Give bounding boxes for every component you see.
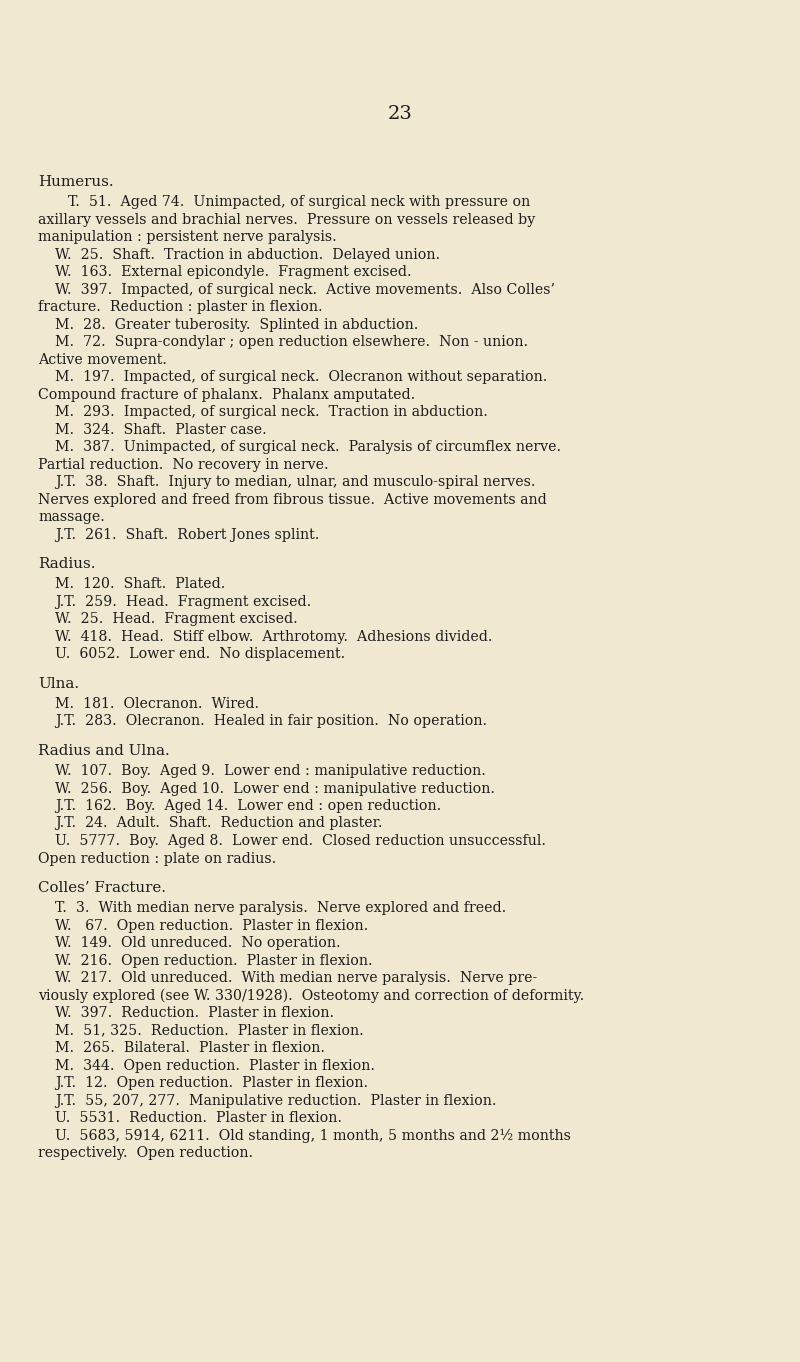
Text: W.  418.  Head.  Stiff elbow.  Arthrotomy.  Adhesions divided.: W. 418. Head. Stiff elbow. Arthrotomy. A… — [55, 629, 493, 644]
Text: M.  120.  Shaft.  Plated.: M. 120. Shaft. Plated. — [55, 577, 226, 591]
Text: M.  265.  Bilateral.  Plaster in flexion.: M. 265. Bilateral. Plaster in flexion. — [55, 1041, 325, 1056]
Text: T.  51.  Aged 74.  Unimpacted, of surgical neck with pressure on: T. 51. Aged 74. Unimpacted, of surgical … — [68, 195, 530, 210]
Text: Compound fracture of phalanx.  Phalanx amputated.: Compound fracture of phalanx. Phalanx am… — [38, 388, 415, 402]
Text: J.T.  283.  Olecranon.  Healed in fair position.  No operation.: J.T. 283. Olecranon. Healed in fair posi… — [55, 715, 487, 729]
Text: W.  256.  Boy.  Aged 10.  Lower end : manipulative reduction.: W. 256. Boy. Aged 10. Lower end : manipu… — [55, 782, 495, 795]
Text: J.T.  55, 207, 277.  Manipulative reduction.  Plaster in flexion.: J.T. 55, 207, 277. Manipulative reductio… — [55, 1094, 497, 1107]
Text: Ulna.: Ulna. — [38, 677, 79, 691]
Text: M.  51, 325.  Reduction.  Plaster in flexion.: M. 51, 325. Reduction. Plaster in flexio… — [55, 1024, 364, 1038]
Text: W.  107.  Boy.  Aged 9.  Lower end : manipulative reduction.: W. 107. Boy. Aged 9. Lower end : manipul… — [55, 764, 486, 778]
Text: Colles’ Fracture.: Colles’ Fracture. — [38, 881, 166, 895]
Text: U.  5777.  Boy.  Aged 8.  Lower end.  Closed reduction unsuccessful.: U. 5777. Boy. Aged 8. Lower end. Closed … — [55, 834, 546, 849]
Text: M.  387.  Unimpacted, of surgical neck.  Paralysis of circumflex nerve.: M. 387. Unimpacted, of surgical neck. Pa… — [55, 440, 561, 454]
Text: T.  3.  With median nerve paralysis.  Nerve explored and freed.: T. 3. With median nerve paralysis. Nerve… — [55, 902, 506, 915]
Text: 23: 23 — [387, 105, 413, 123]
Text: Radius.: Radius. — [38, 557, 95, 571]
Text: W.  216.  Open reduction.  Plaster in flexion.: W. 216. Open reduction. Plaster in flexi… — [55, 953, 373, 967]
Text: massage.: massage. — [38, 511, 105, 524]
Text: J.T.  24.  Adult.  Shaft.  Reduction and plaster.: J.T. 24. Adult. Shaft. Reduction and pla… — [55, 816, 382, 831]
Text: J.T.  259.  Head.  Fragment excised.: J.T. 259. Head. Fragment excised. — [55, 595, 311, 609]
Text: W.  397.  Impacted, of surgical neck.  Active movements.  Also Colles’: W. 397. Impacted, of surgical neck. Acti… — [55, 283, 555, 297]
Text: W.  397.  Reduction.  Plaster in flexion.: W. 397. Reduction. Plaster in flexion. — [55, 1007, 334, 1020]
Text: Radius and Ulna.: Radius and Ulna. — [38, 744, 170, 757]
Text: Active movement.: Active movement. — [38, 353, 167, 366]
Text: Humerus.: Humerus. — [38, 174, 114, 189]
Text: W.  25.  Head.  Fragment excised.: W. 25. Head. Fragment excised. — [55, 613, 298, 627]
Text: M.  324.  Shaft.  Plaster case.: M. 324. Shaft. Plaster case. — [55, 422, 266, 437]
Text: fracture.  Reduction : plaster in flexion.: fracture. Reduction : plaster in flexion… — [38, 300, 322, 315]
Text: W.  25.  Shaft.  Traction in abduction.  Delayed union.: W. 25. Shaft. Traction in abduction. Del… — [55, 248, 440, 262]
Text: respectively.  Open reduction.: respectively. Open reduction. — [38, 1147, 253, 1160]
Text: viously explored (see W. 330/1928).  Osteotomy and correction of deformity.: viously explored (see W. 330/1928). Oste… — [38, 989, 584, 1002]
Text: M.  197.  Impacted, of surgical neck.  Olecranon without separation.: M. 197. Impacted, of surgical neck. Olec… — [55, 370, 547, 384]
Text: Partial reduction.  No recovery in nerve.: Partial reduction. No recovery in nerve. — [38, 458, 329, 471]
Text: W.  149.  Old unreduced.  No operation.: W. 149. Old unreduced. No operation. — [55, 936, 341, 951]
Text: U.  5531.  Reduction.  Plaster in flexion.: U. 5531. Reduction. Plaster in flexion. — [55, 1111, 342, 1125]
Text: Nerves explored and freed from fibrous tissue.  Active movements and: Nerves explored and freed from fibrous t… — [38, 493, 546, 507]
Text: M.  293.  Impacted, of surgical neck.  Traction in abduction.: M. 293. Impacted, of surgical neck. Trac… — [55, 405, 488, 419]
Text: J.T.  12.  Open reduction.  Plaster in flexion.: J.T. 12. Open reduction. Plaster in flex… — [55, 1076, 368, 1090]
Text: U.  6052.  Lower end.  No displacement.: U. 6052. Lower end. No displacement. — [55, 647, 346, 661]
Text: W.  163.  External epicondyle.  Fragment excised.: W. 163. External epicondyle. Fragment ex… — [55, 266, 412, 279]
Text: J.T.  162.  Boy.  Aged 14.  Lower end : open reduction.: J.T. 162. Boy. Aged 14. Lower end : open… — [55, 799, 442, 813]
Text: M.  181.  Olecranon.  Wired.: M. 181. Olecranon. Wired. — [55, 697, 259, 711]
Text: J.T.  38.  Shaft.  Injury to median, ulnar, and musculo-spiral nerves.: J.T. 38. Shaft. Injury to median, ulnar,… — [55, 475, 535, 489]
Text: axillary vessels and brachial nerves.  Pressure on vessels released by: axillary vessels and brachial nerves. Pr… — [38, 212, 535, 226]
Text: W.  217.  Old unreduced.  With median nerve paralysis.  Nerve pre-: W. 217. Old unreduced. With median nerve… — [55, 971, 538, 985]
Text: W.   67.  Open reduction.  Plaster in flexion.: W. 67. Open reduction. Plaster in flexio… — [55, 918, 368, 933]
Text: M.  28.  Greater tuberosity.  Splinted in abduction.: M. 28. Greater tuberosity. Splinted in a… — [55, 317, 418, 331]
Text: Open reduction : plate on radius.: Open reduction : plate on radius. — [38, 851, 276, 865]
Text: J.T.  261.  Shaft.  Robert Jones splint.: J.T. 261. Shaft. Robert Jones splint. — [55, 527, 319, 542]
Text: M.  72.  Supra-condylar ; open reduction elsewhere.  Non - union.: M. 72. Supra-condylar ; open reduction e… — [55, 335, 528, 349]
Text: U.  5683, 5914, 6211.  Old standing, 1 month, 5 months and 2½ months: U. 5683, 5914, 6211. Old standing, 1 mon… — [55, 1129, 571, 1143]
Text: manipulation : persistent nerve paralysis.: manipulation : persistent nerve paralysi… — [38, 230, 337, 244]
Text: M.  344.  Open reduction.  Plaster in flexion.: M. 344. Open reduction. Plaster in flexi… — [55, 1058, 375, 1073]
